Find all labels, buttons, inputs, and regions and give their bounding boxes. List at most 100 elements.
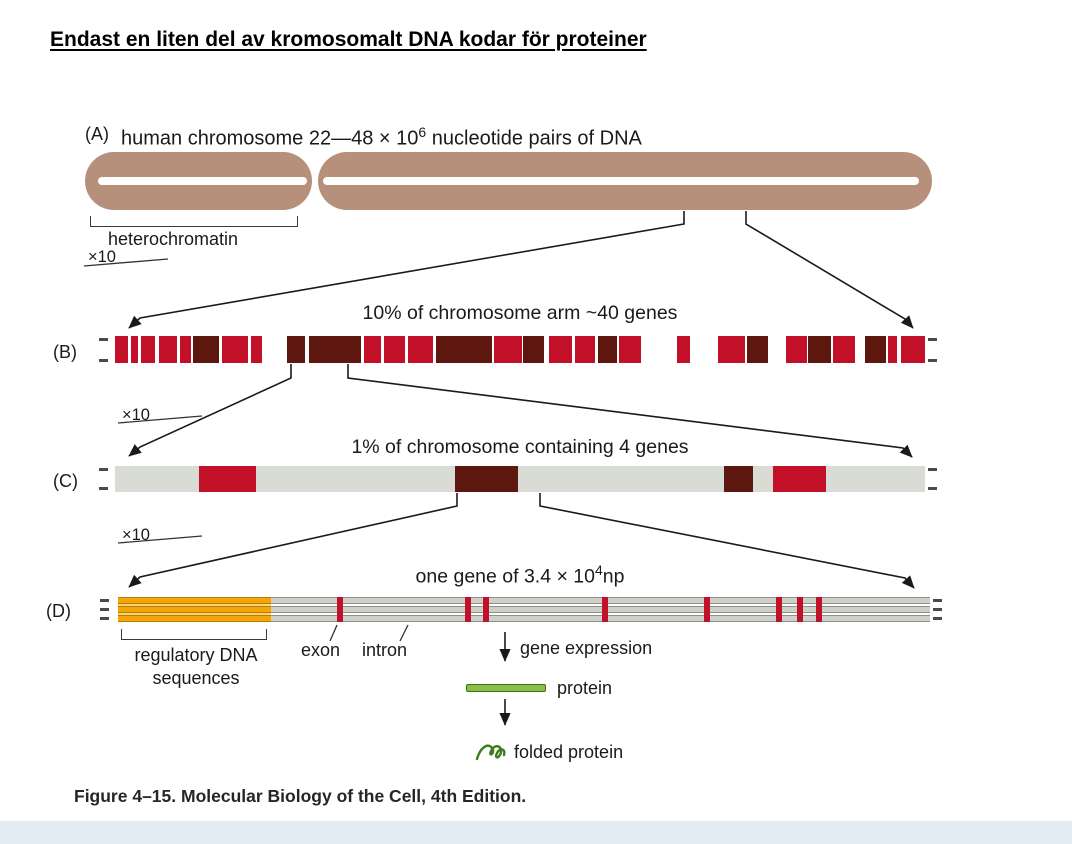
panel-b-title: 10% of chromosome arm ~40 genes [362,302,678,324]
exon-tick [796,597,803,622]
bar-continuation-dash [933,617,942,620]
gene-segment [887,336,898,363]
exon-tick [337,597,344,622]
gene-segment [618,336,642,363]
gene-segment [772,466,827,492]
heterochromatin-bracket [90,216,298,227]
zoom-x10-label-c: ×10 [122,526,150,544]
gene-segment [364,336,381,363]
gene-segment [158,336,177,363]
gene-segment [383,336,405,363]
gene-segment [455,466,519,492]
bar-continuation-dash [100,599,109,602]
regulatory-label-line2: sequences [152,667,240,688]
chromosome-left-arm [85,152,312,210]
exon-tick [775,597,782,622]
protein-bar [466,684,546,692]
panel-a-title-text: human chromosome 22—48 × 10 [121,127,419,150]
heterochromatin-label: heterochromatin [108,229,239,249]
gene-segment [140,336,156,363]
gene-segment [785,336,807,363]
bar-continuation-dash [928,468,937,471]
exon-tick [464,597,471,622]
gene-segment [724,466,754,492]
exon-tick [816,597,823,622]
gene-segment [131,336,139,363]
gene-segment [523,336,545,363]
bar-continuation-dash [933,608,942,611]
gene-segment [549,336,572,363]
chromosome-right-arm [318,152,932,210]
panel-a-title-suffix: nucleotide pairs of DNA [426,127,642,150]
gene-segment [251,336,263,363]
bar-d [118,597,930,622]
protein-label: protein [557,678,613,698]
gene-segment [192,336,219,363]
chromatid-stripe [98,177,307,185]
panel-d-title-exponent: 4 [594,562,603,578]
panel-d-title-suffix: np [602,565,625,588]
gene-segment [179,336,192,363]
bar-continuation-dash [933,599,942,602]
folded-protein-label: folded protein [514,742,624,762]
gene-segment [408,336,433,363]
bar-c [115,466,925,492]
exon-pointer-line [329,624,338,642]
gene-segment [199,466,256,492]
slide-title: Endast en liten del av kromosomalt DNA k… [50,28,647,51]
exon-tick [601,597,608,622]
gene-segment [115,336,128,363]
panel-d-title: one gene of 3.4 × 104np [115,562,925,589]
intron-label: intron [362,640,408,660]
gene-segment [677,336,691,363]
gene-segment [746,336,768,363]
exon-tick [482,597,489,622]
folded-protein-icon [475,744,506,761]
zoom-x10-label-a: ×10 [88,248,116,266]
panel-b-label: (B) [53,342,77,362]
zoom-x10-label-b: ×10 [122,406,150,424]
gene-segment [865,336,887,363]
figure-caption: Figure 4–15. Molecular Biology of the Ce… [74,786,527,806]
panel-a-label: (A) [85,124,109,144]
chromatid-stripe [323,177,919,185]
panel-d-label: (D) [46,601,71,621]
regulatory-region [118,597,271,622]
panel-a-title: human chromosome 22—48 × 106 nucleotide … [121,124,642,151]
gene-segment [900,336,925,363]
bottom-strip [0,821,1072,844]
bar-b [115,336,925,363]
gene-segment [286,336,305,363]
bar-continuation-dash [99,359,108,362]
gene-segment [494,336,522,363]
gene-segment [309,336,362,363]
gene-segment [221,336,248,363]
bar-continuation-dash [99,468,108,471]
panel-c-title: 1% of chromosome containing 4 genes [351,436,689,458]
bar-continuation-dash [99,487,108,490]
gene-segment [808,336,832,363]
gene-segment [575,336,595,363]
bar-continuation-dash [928,487,937,490]
regulatory-label-line1: regulatory DNA [134,645,258,665]
bar-continuation-dash [100,617,109,620]
gene-segment [717,336,746,363]
bar-continuation-dash [928,359,937,362]
gene-segment [597,336,618,363]
panel-c-label: (C) [53,471,78,491]
panel-d-title-text: one gene of 3.4 × 10 [415,565,595,588]
regulatory-bracket [121,629,267,640]
panel-a-title-exponent: 6 [418,124,427,140]
exon-tick [704,597,711,622]
exon-label: exon [301,640,341,660]
panel-a-header: (A) human chromosome 22—48 × 106 nucleot… [85,124,642,151]
gene-segment [435,336,493,363]
bar-continuation-dash [100,608,109,611]
gene-expression-label: gene expression [520,638,653,658]
bar-continuation-dash [928,338,937,341]
bar-continuation-dash [99,338,108,341]
gene-segment [832,336,856,363]
intron-pointer-line [399,624,409,642]
regulatory-label: regulatory DNA sequences [106,644,286,689]
